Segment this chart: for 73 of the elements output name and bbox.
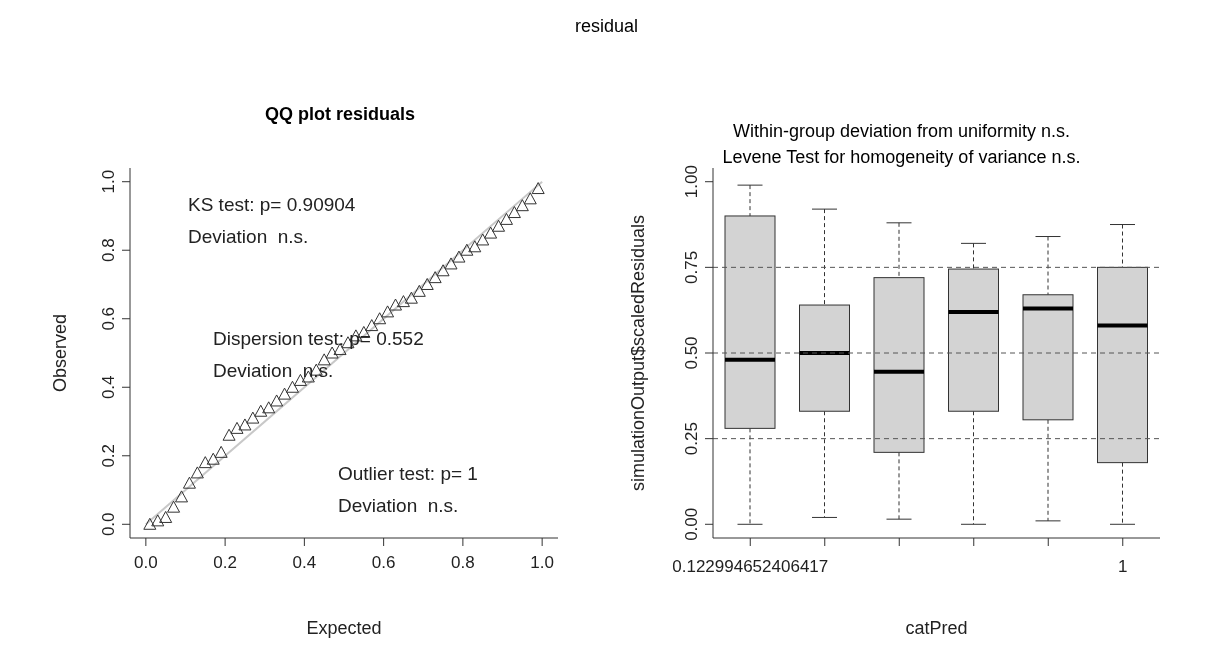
point — [476, 233, 490, 246]
point — [499, 212, 513, 225]
point — [214, 445, 228, 458]
point — [389, 298, 403, 311]
point — [365, 319, 379, 332]
point — [404, 291, 418, 304]
point — [262, 401, 276, 414]
point — [468, 240, 482, 253]
y-tick-label: 0.75 — [682, 250, 701, 284]
x-tick-label: 0.2 — [213, 553, 237, 572]
y-tick-label: 1.00 — [682, 165, 701, 199]
x-tick-label: 1 — [1118, 557, 1128, 577]
point — [460, 243, 474, 256]
x-tick-label: 1.0 — [530, 553, 554, 572]
x-tick-label: 0.4 — [292, 553, 317, 572]
point — [159, 510, 173, 523]
point — [325, 346, 339, 359]
x-tick-label: 0.6 — [371, 553, 396, 572]
y-tick-label: 0.25 — [682, 422, 701, 456]
point — [428, 271, 442, 284]
point — [167, 500, 181, 513]
point — [523, 192, 537, 205]
point — [175, 490, 189, 503]
y-tick-label: 0.6 — [99, 306, 118, 331]
point — [254, 404, 268, 417]
point — [278, 387, 292, 400]
point — [198, 456, 212, 469]
chart-subtitle: Levene Test for homogeneity of variance n.s. — [722, 147, 1081, 167]
point — [373, 312, 387, 325]
text: residual — [573, 16, 639, 37]
point — [531, 182, 545, 195]
y-tick-label: 0.50 — [682, 336, 701, 370]
point — [151, 514, 165, 527]
point — [230, 421, 244, 434]
y-tick-label: 0.8 — [99, 238, 118, 263]
x-tick-label: 0.8 — [451, 553, 475, 572]
point — [222, 428, 236, 441]
point — [182, 476, 196, 489]
point — [285, 380, 299, 393]
point — [270, 394, 284, 407]
point — [396, 295, 410, 308]
y-tick-label: 0.0 — [99, 512, 118, 537]
point — [507, 206, 521, 219]
y-tick-label: 0.2 — [99, 443, 118, 468]
point — [420, 277, 434, 290]
x-axis-title: Expected — [306, 618, 382, 638]
chart-title: Within-group deviation from uniformity n.s. — [731, 120, 1072, 143]
annotation: Deviation n.s. — [338, 495, 459, 517]
point — [444, 257, 458, 270]
point — [436, 264, 450, 277]
y-tick-label: 0.00 — [682, 507, 701, 541]
x-axis-title: catPred — [905, 618, 968, 638]
point — [238, 418, 252, 431]
annotation: Outlier test: p= 1 — [338, 463, 478, 485]
point — [143, 517, 157, 530]
y-axis-title: Observed — [50, 313, 71, 393]
x-tick-label: 0.122994652406417 — [672, 557, 829, 577]
point — [381, 305, 395, 318]
point — [452, 250, 466, 263]
y-tick-label: 0.4 — [99, 375, 118, 400]
annotation: KS test: p= 0.90904 — [188, 194, 356, 216]
point — [246, 411, 260, 424]
point — [190, 466, 204, 479]
point — [484, 226, 498, 239]
point — [492, 219, 506, 232]
point — [412, 284, 426, 297]
point — [515, 199, 529, 212]
x-tick-label: 0.0 — [134, 553, 158, 572]
y-tick-label: 1.0 — [99, 169, 118, 194]
chart-title: QQ plot residuals — [264, 104, 416, 125]
annotation: Deviation n.s. — [188, 226, 309, 248]
y-axis-title: simulationOutput$scaledResiduals — [628, 214, 649, 492]
point — [206, 452, 220, 465]
